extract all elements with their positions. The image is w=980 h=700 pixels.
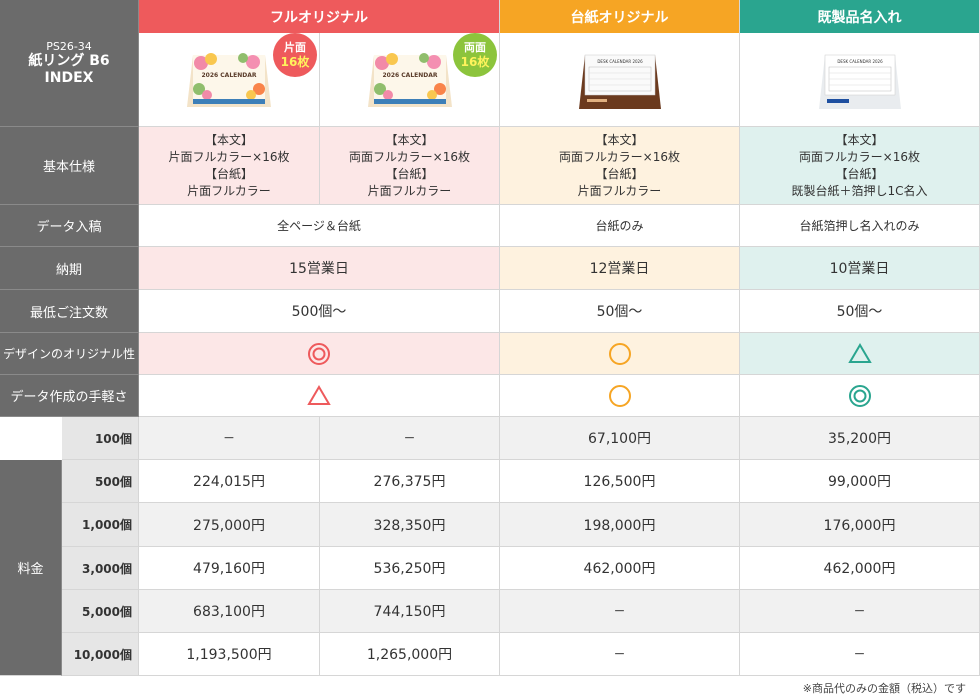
double-sided-badge: 両面 16枚: [453, 33, 497, 77]
comparison-table: PS26-34 紙リング B6 INDEX フルオリジナル 台紙オリジナル 既製…: [0, 0, 980, 676]
floral-calendar-image: 2026 CALENDAR: [187, 52, 271, 107]
min-order-full: 500個〜: [139, 290, 500, 333]
originality-full: [139, 333, 500, 375]
price-cell: −: [740, 590, 980, 633]
circle-icon: [608, 384, 631, 407]
spec-cell: 【本文】 片面フルカラー×16枚 【台紙】 片面フルカラー: [139, 127, 320, 205]
spec-cell: 【本文】 両面フルカラー×16枚 【台紙】 片面フルカラー: [320, 127, 500, 205]
price-cell: 328,350円: [320, 503, 500, 547]
spec-cell: 【本文】 両面フルカラー×16枚 【台紙】 片面フルカラー: [500, 127, 740, 205]
product-image-cell: DESK CALENDAR 2026: [740, 33, 980, 127]
ease-daishi: [500, 375, 740, 417]
ease-full: [139, 375, 500, 417]
row-label-originality: デザインのオリジナル性: [0, 333, 139, 375]
single-sided-badge: 片面 16枚: [273, 33, 317, 77]
price-cell: −: [139, 417, 320, 460]
originality-daishi: [500, 333, 740, 375]
price-cell: 683,100円: [139, 590, 320, 633]
min-order-kisei: 50個〜: [740, 290, 980, 333]
floral-calendar-image: 2026 CALENDAR: [367, 52, 452, 107]
price-cell: 536,250円: [320, 547, 500, 590]
qty-label: 3,000個: [62, 547, 139, 590]
price-cell: 479,160円: [139, 547, 320, 590]
svg-text:DESK CALENDAR 2026: DESK CALENDAR 2026: [597, 59, 643, 64]
row-label-spec: 基本仕様: [0, 127, 139, 205]
header-daishi-original: 台紙オリジナル: [500, 0, 740, 33]
price-cell: 35,200円: [740, 417, 980, 460]
svg-text:2026 CALENDAR: 2026 CALENDAR: [201, 72, 256, 79]
data-submission-full: 全ページ＆台紙: [139, 205, 500, 247]
price-cell: 176,000円: [740, 503, 980, 547]
product-image-cell: DESK CALENDAR 2026: [500, 33, 740, 127]
row-label-min-order: 最低ご注文数: [0, 290, 139, 333]
qty-label: 100個: [62, 417, 139, 460]
double-circle-icon: [308, 342, 330, 365]
brown-base-calendar-image: DESK CALENDAR 2026: [578, 54, 661, 109]
white-base-calendar-image: DESK CALENDAR 2026: [818, 54, 901, 109]
product-index-cell: PS26-34 紙リング B6 INDEX: [0, 0, 139, 127]
price-cell: 462,000円: [740, 547, 980, 590]
price-cell: 275,000円: [139, 503, 320, 547]
qty-label: 500個: [62, 460, 139, 503]
footnote: ※商品代のみの金額（税込）です: [802, 682, 966, 695]
min-order-daishi: 50個〜: [500, 290, 740, 333]
data-submission-daishi: 台紙のみ: [500, 205, 740, 247]
circle-icon: [608, 342, 631, 365]
qty-label: 10,000個: [62, 633, 139, 676]
price-cell: 67,100円: [500, 417, 740, 460]
row-label-lead-time: 納期: [0, 247, 139, 290]
price-cell: 224,015円: [139, 460, 320, 503]
qty-label: 1,000個: [62, 503, 139, 547]
product-image-cell: 2026 CALENDAR 片面 16枚: [139, 33, 320, 127]
price-cell: 462,000円: [500, 547, 740, 590]
price-cell: 1,265,000円: [320, 633, 500, 676]
row-label-data-submission: データ入稿: [0, 205, 139, 247]
row-label-ease: データ作成の手軽さ: [0, 375, 139, 417]
triangle-icon: [847, 342, 872, 363]
qty-label: 5,000個: [62, 590, 139, 633]
price-cell: −: [500, 590, 740, 633]
header-full-original: フルオリジナル: [139, 0, 500, 33]
product-code: PS26-34: [46, 39, 92, 53]
svg-text:DESK CALENDAR 2026: DESK CALENDAR 2026: [837, 59, 883, 64]
originality-kisei: [740, 333, 980, 375]
price-cell: −: [320, 417, 500, 460]
price-cell: 744,150円: [320, 590, 500, 633]
price-cell: −: [740, 633, 980, 676]
price-cell: 1,193,500円: [139, 633, 320, 676]
ease-kisei: [740, 375, 980, 417]
product-image-cell: 2026 CALENDAR 両面 16枚: [320, 33, 500, 127]
svg-text:2026 CALENDAR: 2026 CALENDAR: [382, 72, 437, 79]
triangle-icon: [307, 384, 331, 405]
lead-time-kisei: 10営業日: [740, 247, 980, 290]
price-cell: −: [500, 633, 740, 676]
price-cell: 99,000円: [740, 460, 980, 503]
price-cell: 198,000円: [500, 503, 740, 547]
price-cell: 126,500円: [500, 460, 740, 503]
product-name: 紙リング B6: [28, 52, 110, 69]
data-submission-kisei: 台紙箔押し名入れのみ: [740, 205, 980, 247]
lead-time-full: 15営業日: [139, 247, 500, 290]
product-index-label: INDEX: [44, 69, 94, 86]
row-label-price: 料金: [0, 460, 62, 676]
price-cell: 276,375円: [320, 460, 500, 503]
lead-time-daishi: 12営業日: [500, 247, 740, 290]
double-circle-icon: [848, 384, 871, 407]
header-kisei-name: 既製品名入れ: [740, 0, 980, 33]
spec-cell: 【本文】 両面フルカラー×16枚 【台紙】 既製台紙＋箔押し1C名入: [740, 127, 980, 205]
